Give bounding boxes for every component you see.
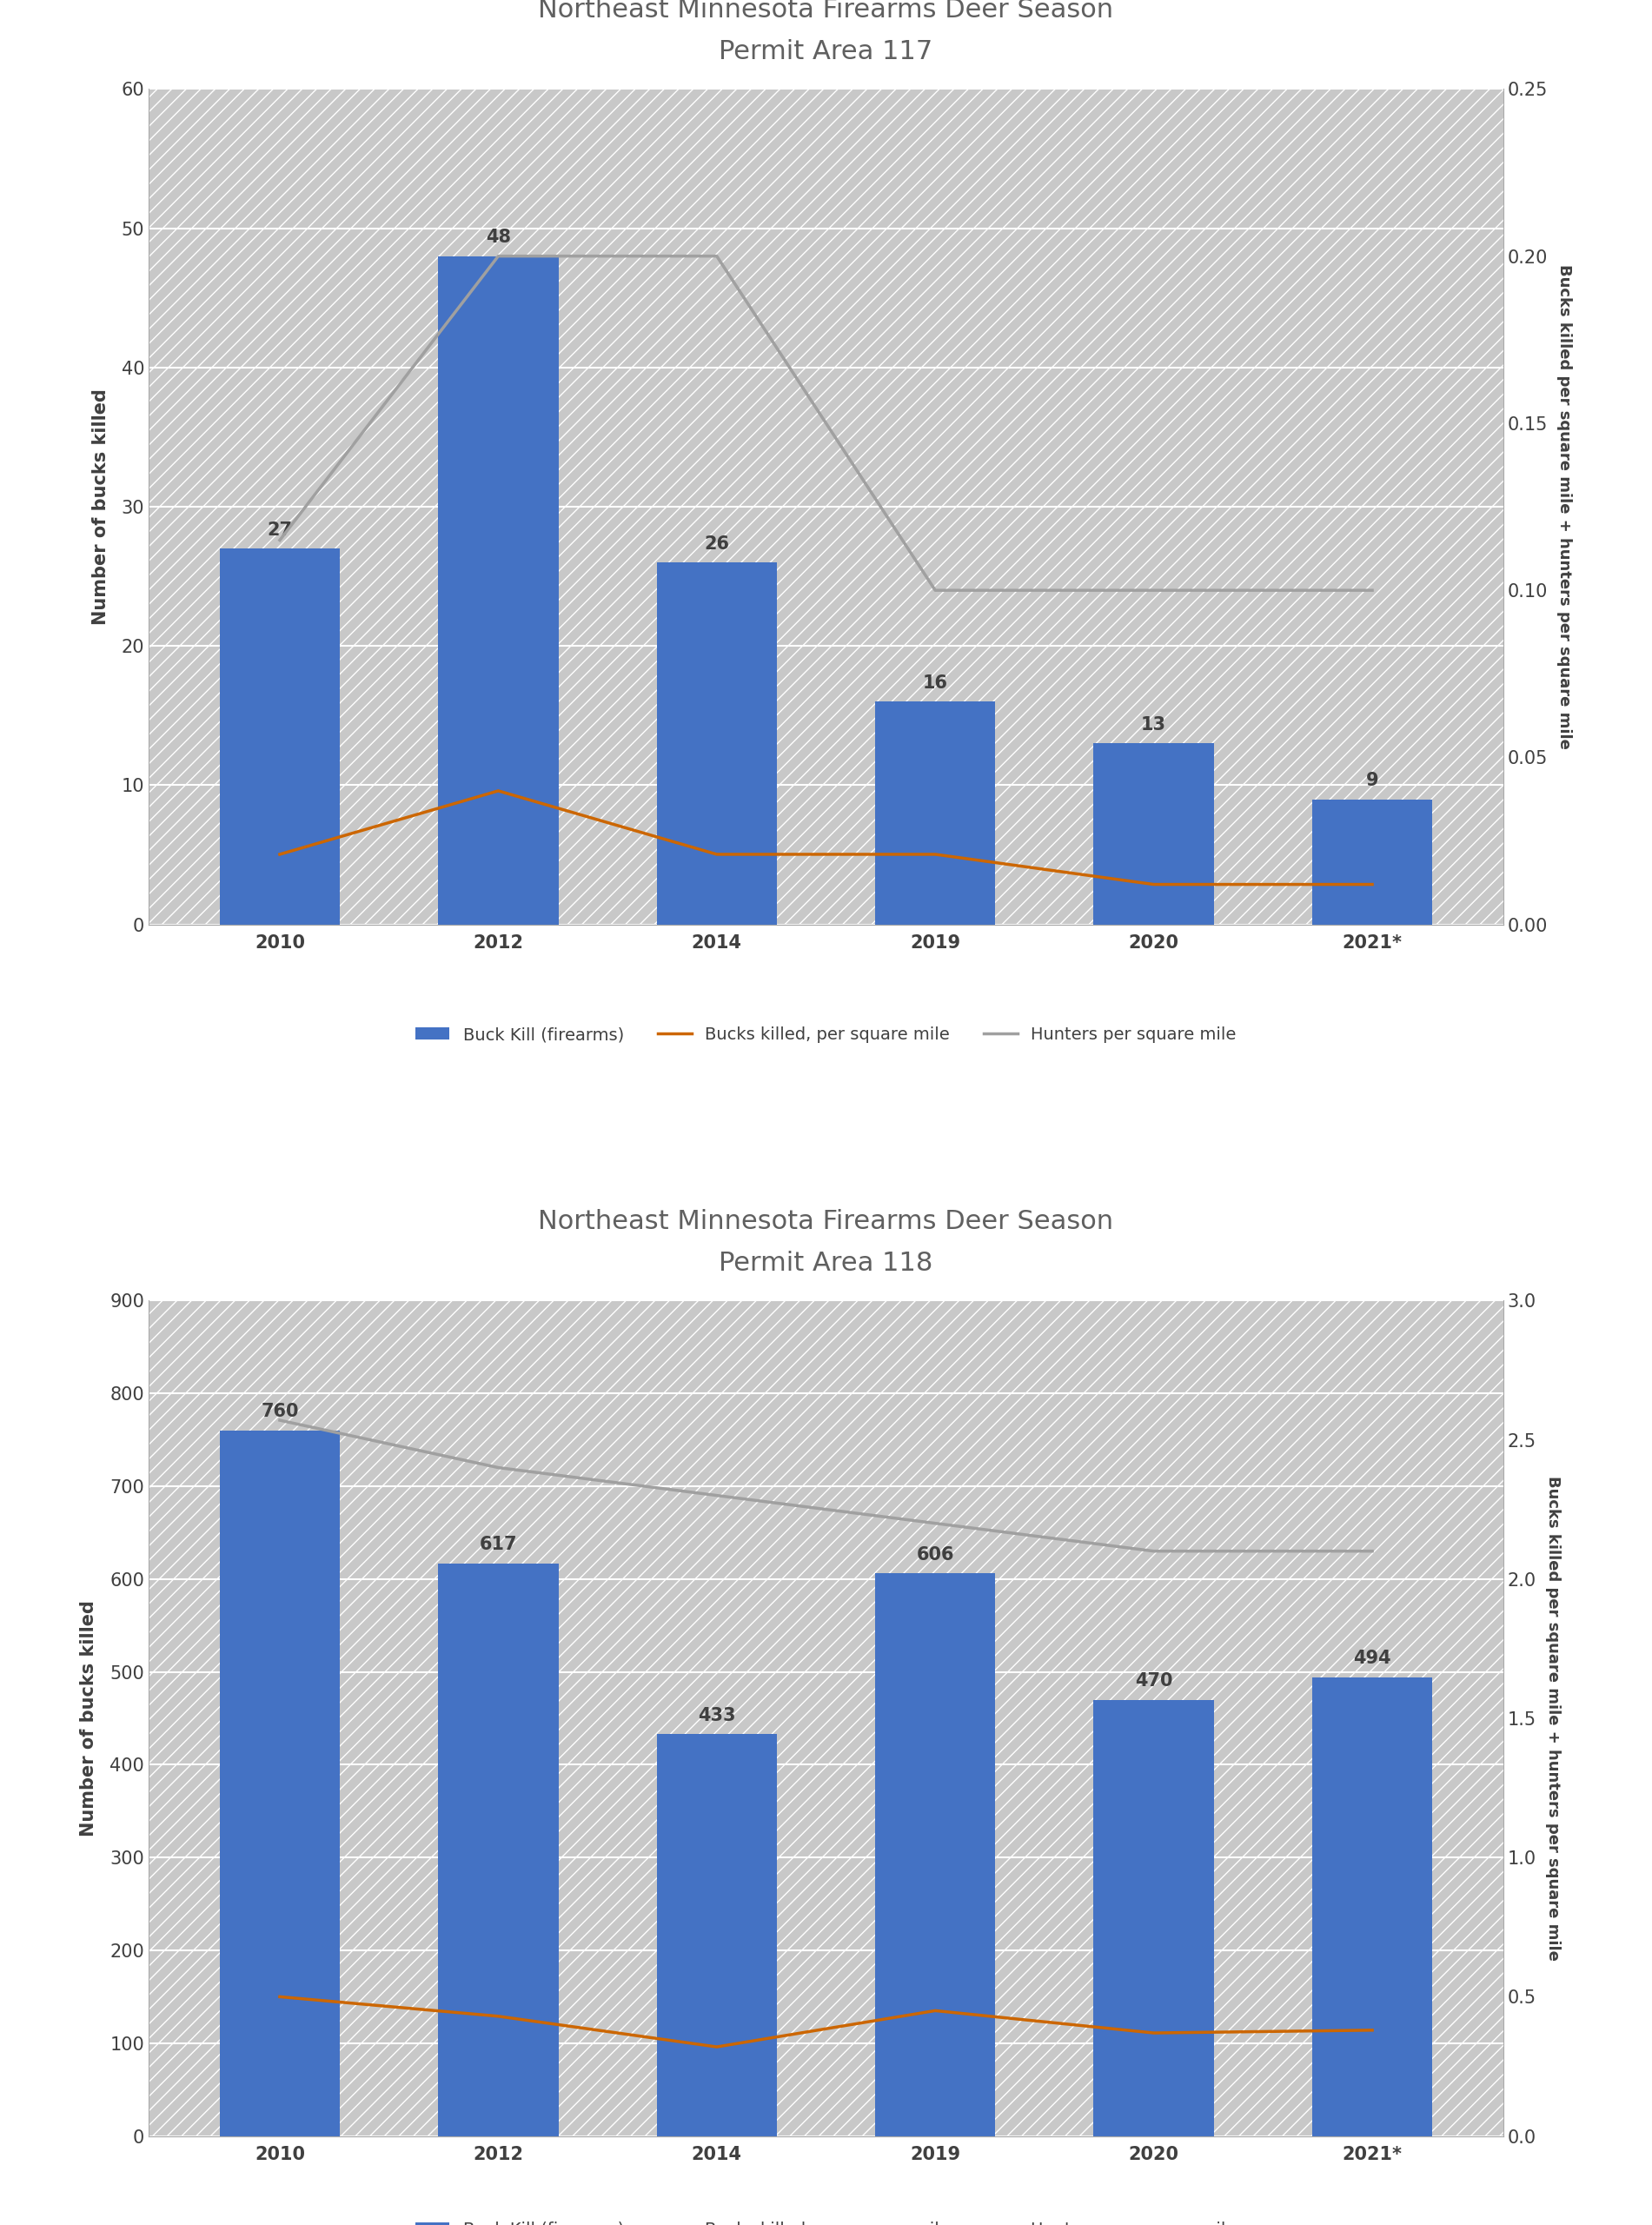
- Text: 470: 470: [1135, 1673, 1173, 1689]
- Text: 760: 760: [261, 1404, 299, 1420]
- Bucks killed, per square mile: [925, 1998, 945, 2025]
- Hunters per square mile: [707, 243, 727, 269]
- Bar: [876, 701, 996, 926]
- Hunters per square mile: [1143, 576, 1163, 603]
- Bar: [149, 89, 1503, 229]
- Hunters per square mile: [269, 1406, 289, 1433]
- Text: 48: 48: [486, 229, 510, 247]
- Bucks killed, per square mile: [707, 841, 727, 868]
- Legend: Buck Kill (firearms), Bucks killed, per square mile, Hunters per square mile: Buck Kill (firearms), Bucks killed, per …: [408, 1019, 1244, 1050]
- Bar: [1312, 799, 1432, 926]
- Bar: [438, 256, 558, 926]
- Text: 26: 26: [704, 534, 729, 552]
- Hunters per square mile: [1143, 1537, 1163, 1564]
- Line: Bucks killed, per square mile: Bucks killed, per square mile: [279, 790, 1373, 883]
- Bar: [657, 563, 776, 926]
- Y-axis label: Bucks killed per square mile + hunters per square mile: Bucks killed per square mile + hunters p…: [1556, 265, 1573, 750]
- Line: Hunters per square mile: Hunters per square mile: [279, 1420, 1373, 1551]
- Bar: [149, 645, 1503, 785]
- Text: 16: 16: [923, 674, 948, 692]
- Bucks killed, per square mile: [1143, 2020, 1163, 2047]
- Bar: [220, 1431, 340, 2136]
- Bar: [438, 1564, 558, 2136]
- Bar: [149, 1951, 1503, 2043]
- Text: 617: 617: [479, 1535, 517, 1553]
- Bucks killed, per square mile: [489, 2002, 509, 2029]
- Bucks killed, per square mile: [489, 777, 509, 803]
- Bucks killed, per square mile: [269, 841, 289, 868]
- Bar: [149, 1393, 1503, 1486]
- Bar: [149, 367, 1503, 507]
- Text: 494: 494: [1353, 1651, 1391, 1667]
- Bucks killed, per square mile: [1363, 870, 1383, 897]
- Bar: [149, 785, 1503, 926]
- Bar: [1312, 1678, 1432, 2136]
- Bar: [149, 507, 1503, 645]
- Line: Bucks killed, per square mile: Bucks killed, per square mile: [279, 1996, 1373, 2047]
- Bar: [149, 1580, 1503, 1671]
- Bucks killed, per square mile: [269, 1982, 289, 2009]
- Text: 606: 606: [917, 1546, 955, 1564]
- Y-axis label: Bucks killed per square mile + hunters per square mile: Bucks killed per square mile + hunters p…: [1545, 1475, 1561, 1960]
- Hunters per square mile: [489, 1455, 509, 1482]
- Bar: [149, 1764, 1503, 1858]
- Hunters per square mile: [269, 527, 289, 554]
- Y-axis label: Number of bucks killed: Number of bucks killed: [81, 1600, 97, 1836]
- Line: Hunters per square mile: Hunters per square mile: [279, 256, 1373, 590]
- Legend: Buck Kill (firearms), Bucks killed, per square mile, Hunters per square mile: Buck Kill (firearms), Bucks killed, per …: [408, 2214, 1244, 2225]
- Title: Northeast Minnesota Firearms Deer Season
Permit Area 118: Northeast Minnesota Firearms Deer Season…: [539, 1208, 1113, 1275]
- Title: Northeast Minnesota Firearms Deer Season
Permit Area 117: Northeast Minnesota Firearms Deer Season…: [539, 0, 1113, 65]
- Bar: [1094, 743, 1214, 926]
- Bar: [220, 550, 340, 926]
- Y-axis label: Number of bucks killed: Number of bucks killed: [93, 389, 109, 625]
- Bar: [149, 1858, 1503, 1951]
- Hunters per square mile: [489, 243, 509, 269]
- Hunters per square mile: [707, 1482, 727, 1509]
- Text: 13: 13: [1142, 716, 1166, 734]
- Bucks killed, per square mile: [1143, 870, 1163, 897]
- Bucks killed, per square mile: [925, 841, 945, 868]
- Bar: [149, 1671, 1503, 1764]
- Bar: [149, 1486, 1503, 1580]
- Hunters per square mile: [925, 1511, 945, 1537]
- Text: 433: 433: [697, 1707, 735, 1724]
- Bar: [149, 2043, 1503, 2136]
- Bucks killed, per square mile: [1363, 2016, 1383, 2043]
- Bar: [149, 1299, 1503, 1393]
- Hunters per square mile: [1363, 1537, 1383, 1564]
- Hunters per square mile: [925, 576, 945, 603]
- Bar: [657, 1733, 776, 2136]
- Bar: [1094, 1700, 1214, 2136]
- Bar: [876, 1573, 996, 2136]
- Bucks killed, per square mile: [707, 2034, 727, 2060]
- Text: 27: 27: [268, 521, 292, 538]
- Hunters per square mile: [1363, 576, 1383, 603]
- Text: 9: 9: [1366, 772, 1378, 790]
- Bar: [149, 229, 1503, 367]
